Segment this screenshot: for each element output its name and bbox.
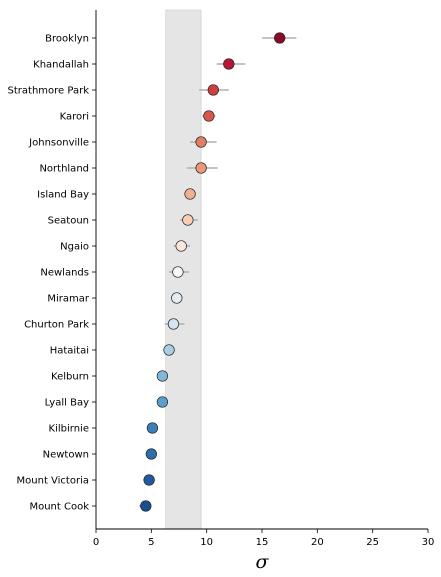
y-tick-label: Seatoun — [48, 216, 89, 227]
data-point — [156, 396, 169, 408]
x-tick-label: 25 — [366, 537, 379, 548]
y-tick-label: Miramar — [47, 294, 90, 305]
y-tick-label: Khandallah — [33, 60, 89, 71]
data-point — [223, 58, 235, 70]
y-tick-label: Mount Victoria — [17, 476, 89, 487]
y-tick-label: Johnsonville — [28, 138, 89, 149]
x-tick-label: 0 — [93, 537, 99, 548]
x-axis-title: σ — [256, 551, 270, 573]
x-tick-label: 15 — [256, 537, 269, 548]
data-point — [163, 344, 175, 356]
data-point — [207, 84, 219, 96]
data-point — [145, 448, 157, 460]
x-tick-label: 30 — [422, 537, 435, 548]
x-tick-label: 10 — [200, 537, 213, 548]
data-point — [203, 110, 215, 122]
data-point — [143, 474, 155, 486]
y-tick-label: Ngaio — [60, 242, 89, 253]
y-tick-label: Island Bay — [37, 190, 89, 201]
data-point — [195, 136, 207, 148]
x-tick-label: 20 — [311, 537, 324, 548]
y-tick-label: Lyall Bay — [45, 398, 89, 409]
data-point — [146, 422, 159, 434]
y-tick-label: Kilbirnie — [49, 424, 89, 435]
y-tick-label: Churton Park — [24, 320, 89, 331]
data-point — [175, 240, 187, 252]
y-tick-label: Newlands — [40, 268, 89, 279]
data-point — [182, 214, 194, 226]
data-point — [172, 266, 184, 278]
y-tick-label: Karori — [60, 112, 89, 123]
data-points — [140, 32, 286, 512]
data-point — [156, 370, 169, 382]
shaded-band-layer — [165, 9, 202, 530]
shaded-band — [165, 9, 202, 530]
data-point — [184, 188, 196, 200]
y-tick-label: Hataitai — [50, 346, 89, 357]
y-tick-label: Strathmore Park — [8, 86, 90, 97]
error-bars — [139, 37, 297, 507]
x-tick-label: 5 — [148, 537, 154, 548]
axes — [92, 10, 429, 533]
y-tick-label: Brooklyn — [45, 34, 89, 45]
tick-labels: Brooklyn Khandallah Strathmore Park Karori J… — [8, 34, 435, 549]
y-tick-label: Kelburn — [51, 372, 89, 383]
data-point — [167, 318, 180, 330]
y-tick-label: Newtown — [43, 450, 89, 461]
y-tick-label: Northland — [39, 164, 89, 175]
data-point — [195, 162, 207, 174]
data-point — [140, 500, 152, 512]
y-tick-label: Mount Cook — [29, 502, 89, 513]
data-point — [171, 292, 183, 304]
data-point — [274, 32, 286, 44]
